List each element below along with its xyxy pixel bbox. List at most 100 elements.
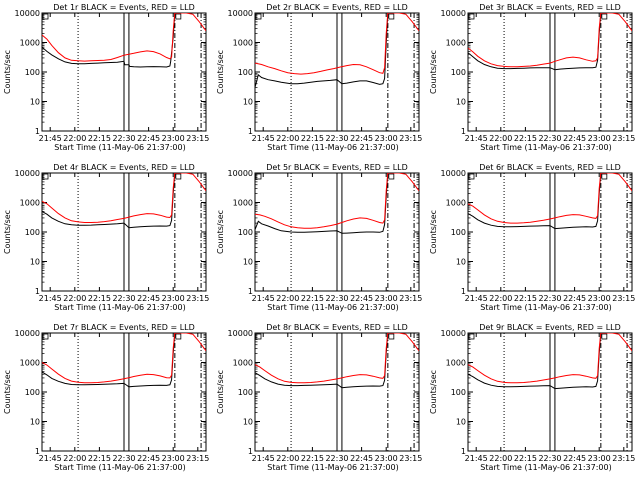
series-line-lld [42, 333, 206, 384]
y-tick-label: 10 [243, 418, 253, 427]
y-tick-label: 100 [451, 228, 466, 237]
chart-title: Det 3r BLACK = Events, RED = LLD [479, 3, 621, 12]
series-line-events [468, 173, 602, 230]
y-axis-label: Counts/sec [3, 50, 12, 94]
x-tick-label: 21:45 [39, 134, 62, 143]
series-group [42, 173, 206, 229]
series-line-events [468, 13, 602, 71]
x-tick-label: 22:30 [112, 454, 135, 463]
y-tick-label: 1 [461, 447, 466, 456]
y-tick-label: 10 [243, 258, 253, 267]
y-tick-label: 10 [30, 98, 40, 107]
series-group [255, 13, 419, 88]
x-tick-label: 22:15 [301, 294, 324, 303]
x-axis-label: Start Time (11-May-06 21:37:00) [480, 463, 611, 472]
y-tick-label: 1 [461, 287, 466, 296]
x-tick-label: 22:15 [301, 134, 324, 143]
x-tick-label: 23:15 [612, 294, 635, 303]
corner-marker-box [42, 333, 49, 340]
y-axis-label: Counts/sec [429, 50, 438, 94]
chart-panel-det-1: Det 1r BLACK = Events, RED = LLD 1 10 100 10… [0, 0, 213, 160]
x-tick-label: 23:00 [588, 454, 611, 463]
series-line-events [42, 333, 176, 388]
x-tick-label: 22:45 [563, 454, 586, 463]
corner-marker-box [255, 333, 262, 340]
x-tick-label: 22:45 [137, 294, 160, 303]
interval-marker-box [388, 13, 395, 20]
series-line-events [255, 13, 389, 88]
interval-marker-box [601, 333, 608, 340]
y-tick-label: 10 [30, 258, 40, 267]
y-tick-label: 10 [456, 418, 466, 427]
corner-marker-box [255, 13, 262, 20]
y-tick-label: 1000 [233, 359, 253, 368]
x-tick-label: 22:30 [325, 454, 348, 463]
y-tick-label: 100 [451, 68, 466, 77]
y-tick-label: 1 [248, 447, 253, 456]
y-tick-label: 100 [25, 68, 40, 77]
y-tick-label: 1000 [446, 39, 466, 48]
x-tick-label: 22:15 [514, 454, 537, 463]
x-axis-label: Start Time (11-May-06 21:37:00) [480, 303, 611, 312]
x-tick-label: 22:00 [276, 134, 299, 143]
corner-marker-box [468, 173, 475, 180]
chart-svg: Det 8r BLACK = Events, RED = LLD 1 10 100 10… [216, 323, 422, 472]
chart-title: Det 7r BLACK = Events, RED = LLD [53, 323, 195, 332]
y-tick-label: 10 [30, 418, 40, 427]
chart-svg: Det 3r BLACK = Events, RED = LLD 1 10 100 10… [429, 3, 635, 152]
x-tick-label: 23:00 [162, 294, 185, 303]
series-line-events [42, 173, 176, 229]
x-axis-label: Start Time (11-May-06 21:37:00) [54, 463, 185, 472]
chart-svg: Det 1r BLACK = Events, RED = LLD 1 10 100 10… [3, 3, 209, 152]
y-tick-label: 100 [25, 388, 40, 397]
chart-svg: Det 9r BLACK = Events, RED = LLD 1 10 100 10… [429, 323, 635, 472]
y-tick-label: 1 [35, 127, 40, 136]
x-tick-label: 22:00 [276, 454, 299, 463]
series-group [468, 333, 632, 390]
series-group [468, 173, 632, 230]
series-line-lld [468, 173, 632, 224]
chart-svg: Det 6r BLACK = Events, RED = LLD 1 10 100 10… [429, 163, 635, 312]
y-tick-label: 1000 [20, 39, 40, 48]
x-tick-label: 23:00 [588, 294, 611, 303]
interval-marker-box [388, 173, 395, 180]
x-tick-label: 23:15 [186, 134, 209, 143]
chart-svg: Det 2r BLACK = Events, RED = LLD 1 10 100 10… [216, 3, 422, 152]
y-tick-label: 1 [35, 287, 40, 296]
x-tick-label: 22:15 [88, 294, 111, 303]
series-line-lld [42, 13, 206, 62]
chart-svg: Det 7r BLACK = Events, RED = LLD 1 10 100 10… [3, 323, 209, 472]
chart-title: Det 5r BLACK = Events, RED = LLD [266, 163, 408, 172]
y-tick-label: 1000 [20, 359, 40, 368]
x-tick-label: 22:00 [63, 454, 86, 463]
y-tick-label: 10 [456, 258, 466, 267]
chart-title: Det 4r BLACK = Events, RED = LLD [53, 163, 195, 172]
series-line-lld [468, 13, 632, 68]
x-tick-label: 22:45 [137, 454, 160, 463]
x-tick-label: 22:00 [63, 134, 86, 143]
corner-marker-box [42, 13, 49, 20]
y-tick-label: 100 [451, 388, 466, 397]
corner-marker-box [468, 13, 475, 20]
y-tick-label: 10000 [441, 329, 466, 338]
x-axis-label: Start Time (11-May-06 21:37:00) [267, 143, 398, 152]
series-line-events [255, 173, 389, 234]
x-tick-label: 22:45 [563, 134, 586, 143]
x-tick-label: 23:00 [375, 294, 398, 303]
x-tick-label: 23:15 [399, 134, 422, 143]
x-tick-label: 22:15 [301, 454, 324, 463]
y-tick-label: 1 [248, 127, 253, 136]
y-tick-label: 10 [243, 98, 253, 107]
chart-svg: Det 4r BLACK = Events, RED = LLD 1 10 100 10… [3, 163, 209, 312]
x-tick-label: 22:00 [489, 454, 512, 463]
x-tick-label: 22:00 [276, 294, 299, 303]
series-group [42, 333, 206, 388]
y-tick-label: 10000 [15, 329, 40, 338]
x-tick-label: 22:00 [489, 134, 512, 143]
chart-title: Det 2r BLACK = Events, RED = LLD [266, 3, 408, 12]
y-axis-label: Counts/sec [3, 370, 12, 414]
series-group [255, 333, 419, 389]
x-tick-label: 23:15 [399, 454, 422, 463]
x-tick-label: 23:00 [588, 134, 611, 143]
